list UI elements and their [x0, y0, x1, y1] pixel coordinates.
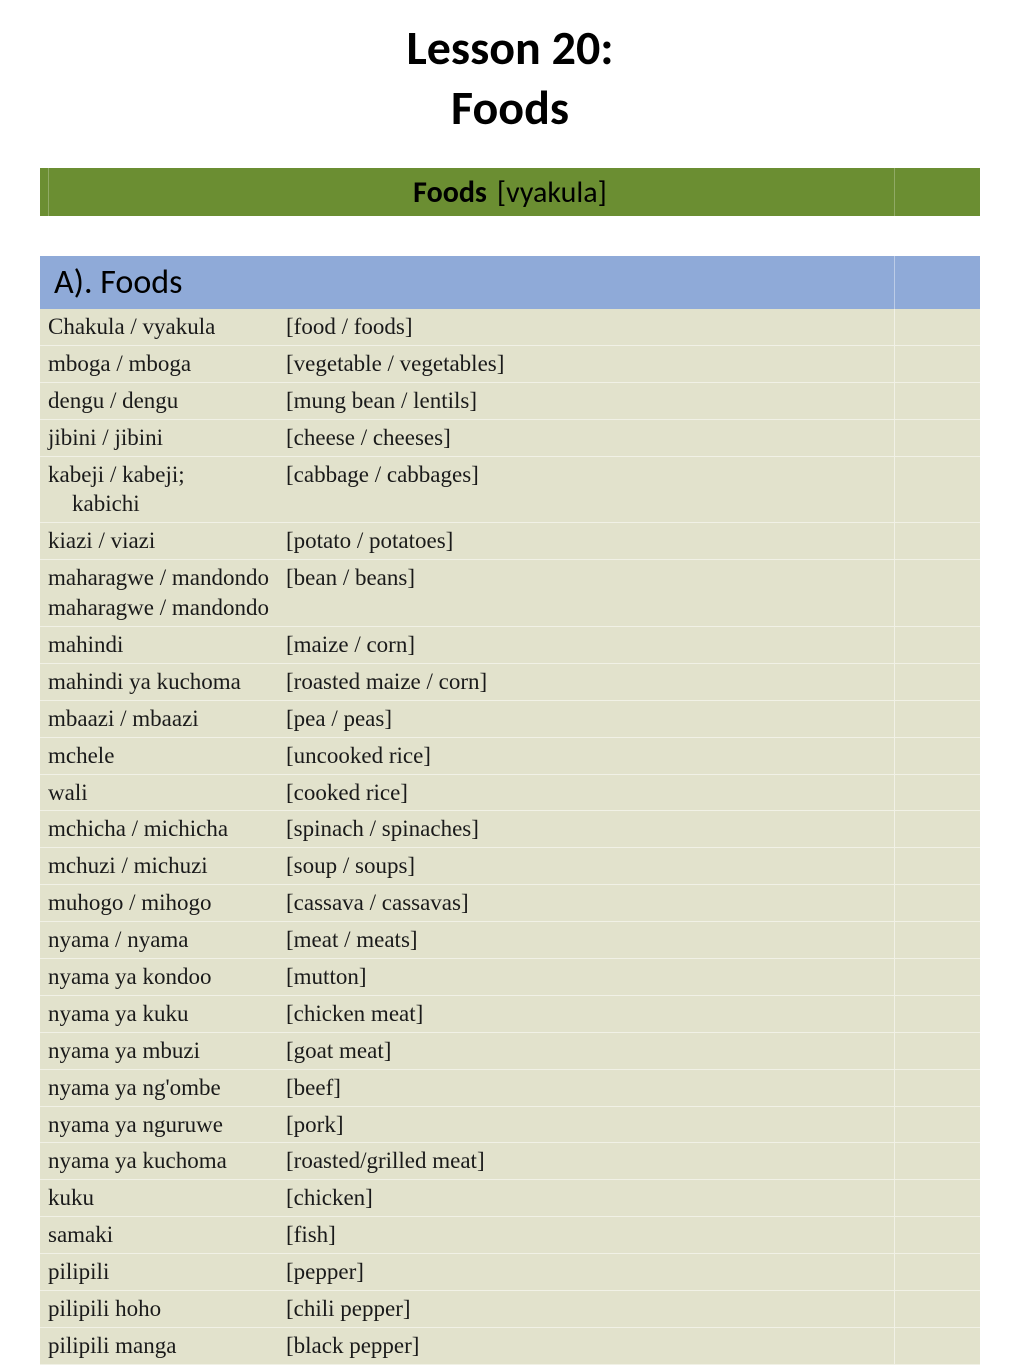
swahili-term: nyama ya ng'ombe	[40, 1070, 286, 1106]
lesson-title: Lesson 20: Foods	[0, 0, 1020, 168]
english-translation: [cabbage / cabbages]	[286, 457, 980, 523]
swahili-term: nyama ya nguruwe	[40, 1107, 286, 1143]
swahili-term: mbaazi / mbaazi	[40, 701, 286, 737]
table-row: nyama ya kuchoma[roasted/grilled meat]	[40, 1143, 980, 1180]
swahili-term: jibini / jibini	[40, 420, 286, 456]
english-translation: [mutton]	[286, 959, 980, 995]
english-translation: [vegetable / vegetables]	[286, 346, 980, 382]
swahili-term: mchuzi / michuzi	[40, 848, 286, 884]
english-translation: [chicken meat]	[286, 996, 980, 1032]
table-row: mbaazi / mbaazi[pea / peas]	[40, 701, 980, 738]
english-translation: [meat / meats]	[286, 922, 980, 958]
table-row: muhogo / mihogo[cassava / cassavas]	[40, 885, 980, 922]
vocab-table: Chakula / vyakula[food / foods]mboga / m…	[40, 309, 980, 1365]
swahili-term: muhogo / mihogo	[40, 885, 286, 921]
swahili-term: nyama / nyama	[40, 922, 286, 958]
swahili-term: samaki	[40, 1217, 286, 1253]
table-row: nyama / nyama[meat / meats]	[40, 922, 980, 959]
english-translation: [maize / corn]	[286, 627, 980, 663]
table-row: nyama ya mbuzi[goat meat]	[40, 1033, 980, 1070]
table-row: kiazi / viazi[potato / potatoes]	[40, 523, 980, 560]
swahili-term: dengu / dengu	[40, 383, 286, 419]
swahili-term: kiazi / viazi	[40, 523, 286, 559]
english-translation: [roasted/grilled meat]	[286, 1143, 980, 1179]
swahili-term: mahindi ya kuchoma	[40, 664, 286, 700]
table-row: nyama ya nguruwe[pork]	[40, 1107, 980, 1144]
swahili-term: maharagwe / mandondo maharagwe / mandond…	[40, 560, 286, 626]
english-translation: [potato / potatoes]	[286, 523, 980, 559]
english-translation: [chicken]	[286, 1180, 980, 1216]
swahili-term: nyama ya kuku	[40, 996, 286, 1032]
english-translation: [food / foods]	[286, 309, 980, 345]
table-row: nyama ya ng'ombe[beef]	[40, 1070, 980, 1107]
table-row: mchele[uncooked rice]	[40, 738, 980, 775]
swahili-term: nyama ya kondoo	[40, 959, 286, 995]
english-translation: [cooked rice]	[286, 775, 980, 811]
swahili-term: mboga / mboga	[40, 346, 286, 382]
english-translation: [pepper]	[286, 1254, 980, 1290]
topic-banner: Foods [vyakula]	[40, 168, 980, 216]
english-translation: [pea / peas]	[286, 701, 980, 737]
english-translation: [pork]	[286, 1107, 980, 1143]
english-translation: [soup / soups]	[286, 848, 980, 884]
table-row: pilipili hoho[chili pepper]	[40, 1291, 980, 1328]
english-translation: [roasted maize / corn]	[286, 664, 980, 700]
table-row: nyama ya kuku[chicken meat]	[40, 996, 980, 1033]
swahili-term: pilipili hoho	[40, 1291, 286, 1327]
table-row: dengu / dengu[mung bean / lentils]	[40, 383, 980, 420]
english-translation: [beef]	[286, 1070, 980, 1106]
table-row: mchicha / michicha[spinach / spinaches]	[40, 811, 980, 848]
english-translation: [spinach / spinaches]	[286, 811, 980, 847]
swahili-term-alt: kabichi	[48, 489, 280, 519]
table-row: mboga / mboga[vegetable / vegetables]	[40, 346, 980, 383]
table-row: pilipili[pepper]	[40, 1254, 980, 1291]
banner-translation: [vyakula]	[497, 174, 607, 211]
table-row: mahindi ya kuchoma[roasted maize / corn]	[40, 664, 980, 701]
swahili-term: mchicha / michicha	[40, 811, 286, 847]
english-translation: [mung bean / lentils]	[286, 383, 980, 419]
english-translation: [chili pepper]	[286, 1291, 980, 1327]
english-translation: [cassava / cassavas]	[286, 885, 980, 921]
swahili-term: nyama ya mbuzi	[40, 1033, 286, 1069]
section-a-header: A). Foods	[40, 256, 980, 309]
table-row: maharagwe / mandondo maharagwe / mandond…	[40, 560, 980, 627]
title-line-2: Foods	[0, 78, 1020, 138]
english-translation: [cheese / cheeses]	[286, 420, 980, 456]
banner-bold: Foods	[413, 174, 487, 211]
swahili-term: mchele	[40, 738, 286, 774]
table-row: kabeji / kabeji;kabichi[cabbage / cabbag…	[40, 457, 980, 524]
swahili-term: Chakula / vyakula	[40, 309, 286, 345]
swahili-term: pilipili manga	[40, 1328, 286, 1364]
table-row: wali[cooked rice]	[40, 775, 980, 812]
swahili-term: kuku	[40, 1180, 286, 1216]
swahili-term: nyama ya kuchoma	[40, 1143, 286, 1179]
table-row: mahindi[maize / corn]	[40, 627, 980, 664]
swahili-term: wali	[40, 775, 286, 811]
english-translation: [uncooked rice]	[286, 738, 980, 774]
spacer	[0, 216, 1020, 256]
table-row: Chakula / vyakula[food / foods]	[40, 309, 980, 346]
table-row: nyama ya kondoo[mutton]	[40, 959, 980, 996]
english-translation: [black pepper]	[286, 1328, 980, 1364]
table-row: samaki[fish]	[40, 1217, 980, 1254]
swahili-term: mahindi	[40, 627, 286, 663]
table-row: jibini / jibini[cheese / cheeses]	[40, 420, 980, 457]
english-translation: [fish]	[286, 1217, 980, 1253]
swahili-term: kabeji / kabeji;kabichi	[40, 457, 286, 523]
english-translation: [goat meat]	[286, 1033, 980, 1069]
table-row: kuku[chicken]	[40, 1180, 980, 1217]
swahili-term: pilipili	[40, 1254, 286, 1290]
english-translation: [bean / beans]	[286, 560, 980, 626]
table-row: pilipili manga[black pepper]	[40, 1328, 980, 1365]
title-line-1: Lesson 20:	[0, 18, 1020, 78]
table-row: mchuzi / michuzi[soup / soups]	[40, 848, 980, 885]
